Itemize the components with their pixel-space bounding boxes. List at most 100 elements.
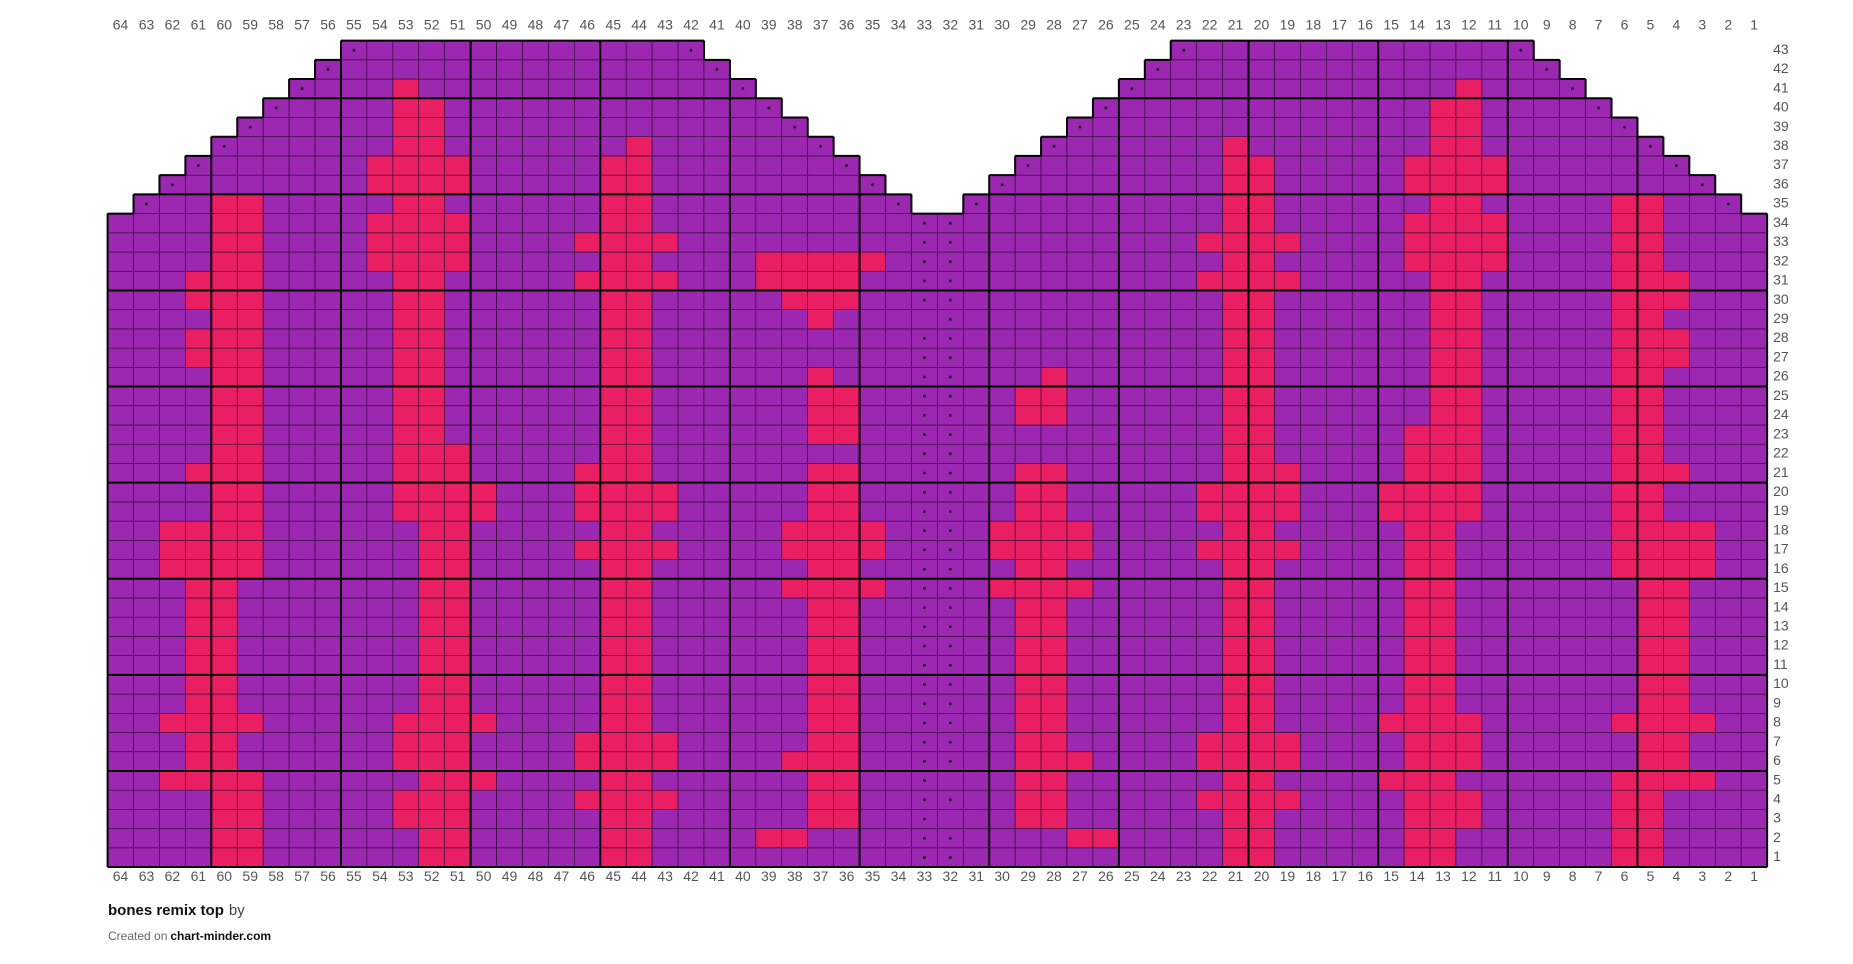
stitch-dot [922, 375, 926, 379]
contrast-stitch [1248, 712, 1275, 733]
contrast-stitch [1663, 270, 1690, 291]
main-stitch [1144, 424, 1172, 445]
main-stitch [1455, 828, 1483, 849]
contrast-stitch [1196, 482, 1223, 503]
main-stitch [470, 597, 497, 618]
contrast-stitch [1611, 712, 1638, 733]
main-stitch [962, 290, 990, 310]
main-stitch [470, 616, 497, 637]
main-stitch [729, 789, 757, 810]
stitch-dot [948, 221, 952, 225]
main-stitch [1663, 501, 1690, 522]
row-label: 27 [1773, 348, 1789, 364]
contrast-stitch [599, 559, 627, 580]
main-stitch [962, 828, 990, 849]
contrast-stitch [1455, 309, 1483, 330]
contrast-stitch [807, 405, 834, 426]
main-stitch [1533, 809, 1560, 829]
contrast-stitch [1429, 559, 1457, 580]
contrast-stitch [211, 828, 238, 849]
column-label: 4 [1672, 868, 1680, 884]
contrast-stitch [1637, 540, 1664, 560]
main-stitch [1196, 712, 1223, 733]
main-stitch [1300, 405, 1327, 426]
main-stitch [651, 136, 679, 157]
main-stitch [988, 424, 1016, 445]
main-stitch [807, 328, 834, 349]
main-stitch [1118, 559, 1146, 580]
contrast-stitch [599, 270, 627, 291]
contrast-stitch [1014, 751, 1042, 772]
contrast-stitch [988, 540, 1016, 560]
contrast-stitch [159, 770, 186, 791]
stitch-dot [222, 144, 226, 148]
stitch-dot [1026, 164, 1030, 167]
main-stitch [1377, 59, 1405, 80]
main-stitch [1248, 117, 1275, 138]
main-stitch [1326, 559, 1353, 580]
stitch-dot [922, 625, 926, 629]
main-stitch [133, 501, 160, 522]
contrast-stitch [1611, 194, 1638, 214]
main-stitch [574, 693, 601, 714]
column-label: 38 [787, 868, 803, 884]
column-label: 10 [1513, 16, 1529, 32]
main-stitch [574, 578, 601, 599]
main-stitch [1351, 655, 1379, 676]
main-stitch [1300, 674, 1327, 695]
main-stitch [236, 655, 264, 676]
main-stitch [962, 674, 990, 695]
contrast-stitch [859, 578, 886, 599]
main-stitch [1559, 424, 1586, 445]
row-label: 33 [1773, 233, 1789, 249]
main-stitch [107, 290, 134, 310]
main-stitch [444, 97, 471, 118]
contrast-stitch [185, 578, 212, 599]
main-stitch [185, 443, 212, 464]
stitch-dot [948, 606, 952, 609]
contrast-stitch [833, 789, 860, 810]
main-stitch [1196, 674, 1223, 695]
main-stitch [1326, 251, 1353, 272]
contrast-stitch [1222, 290, 1249, 310]
contrast-stitch [651, 789, 679, 810]
main-stitch [1533, 367, 1560, 387]
main-stitch [470, 751, 497, 772]
contrast-stitch [1429, 424, 1457, 445]
main-stitch [1326, 809, 1353, 829]
contrast-stitch [625, 251, 653, 272]
main-stitch [1403, 194, 1431, 214]
contrast-stitch [236, 424, 264, 445]
column-label: 11 [1488, 16, 1503, 32]
main-stitch [133, 616, 160, 637]
contrast-stitch [1611, 405, 1638, 426]
main-stitch [1507, 97, 1535, 118]
contrast-stitch [625, 540, 653, 560]
main-stitch [496, 405, 523, 426]
row-label: 20 [1773, 483, 1789, 499]
main-stitch [159, 597, 186, 618]
contrast-stitch [1637, 655, 1664, 676]
contrast-stitch [1663, 578, 1690, 599]
stitch-dot [974, 202, 978, 206]
contrast-stitch [1040, 386, 1068, 407]
main-stitch [1170, 712, 1197, 733]
main-stitch [1740, 559, 1768, 580]
contrast-stitch [1014, 463, 1042, 483]
main-stitch [1170, 828, 1197, 849]
main-stitch [314, 232, 342, 253]
main-stitch [1559, 328, 1586, 349]
contrast-stitch [807, 674, 834, 695]
column-label: 64 [113, 868, 129, 884]
main-stitch [1066, 693, 1094, 714]
main-stitch [262, 405, 290, 426]
contrast-stitch [444, 520, 471, 541]
main-stitch [1663, 482, 1690, 503]
main-stitch [496, 828, 523, 849]
main-stitch [1533, 789, 1560, 810]
main-stitch [185, 194, 212, 214]
main-stitch [1663, 405, 1690, 426]
main-stitch [1170, 97, 1197, 118]
contrast-stitch [1014, 712, 1042, 733]
main-stitch [962, 789, 990, 810]
